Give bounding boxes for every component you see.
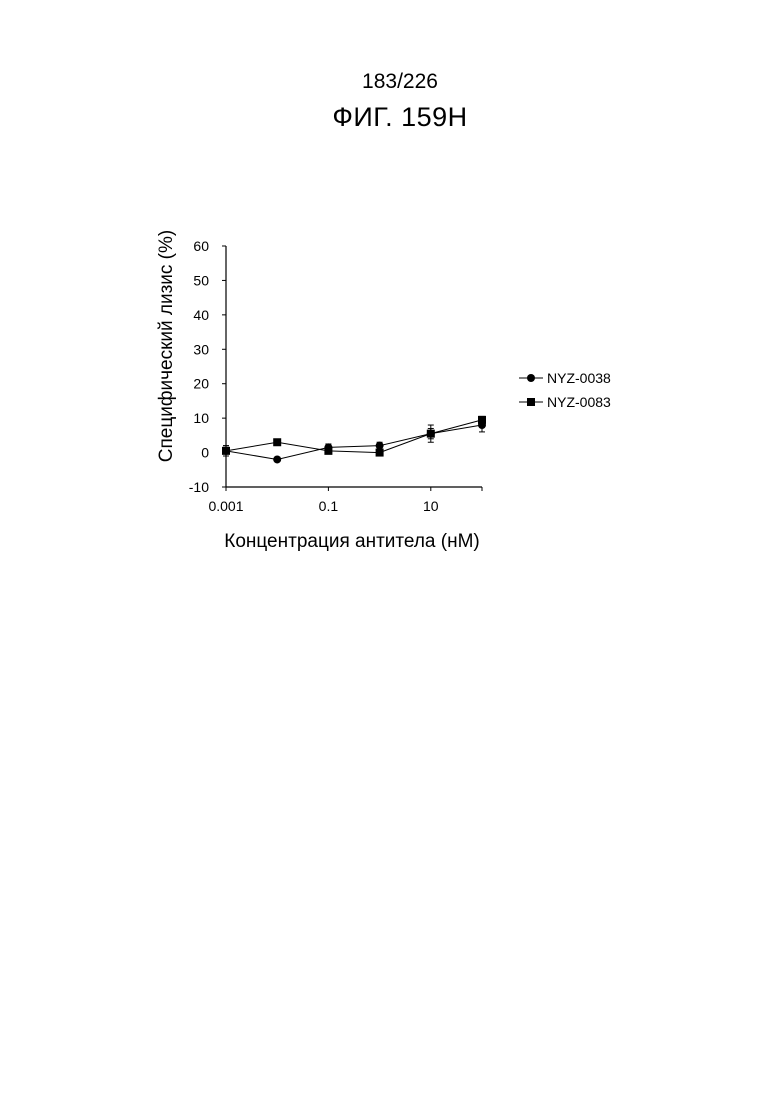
series-layer bbox=[222, 416, 486, 464]
legend-marker bbox=[527, 374, 535, 382]
legend-item: NYZ-0038 bbox=[519, 370, 611, 386]
y-tick-label: 40 bbox=[193, 307, 209, 323]
legend-marker bbox=[527, 398, 535, 406]
x-tick-label: 0.001 bbox=[208, 498, 243, 514]
legend-label: NYZ-0083 bbox=[547, 394, 611, 410]
series-nyz-0038 bbox=[222, 418, 486, 463]
y-tick-label: 10 bbox=[193, 410, 209, 426]
y-tick-label: 30 bbox=[193, 341, 209, 357]
y-tick-label: 50 bbox=[193, 272, 209, 288]
y-tick-label: 60 bbox=[193, 238, 209, 254]
y-tick-label: 20 bbox=[193, 376, 209, 392]
chart-axes bbox=[226, 246, 482, 487]
data-point bbox=[273, 455, 281, 463]
series-nyz-0083 bbox=[222, 416, 486, 457]
y-axis-ticks: -10 0 10 20 30 40 50 60 bbox=[189, 238, 226, 495]
x-axis-title: Концентрация антитела (нМ) bbox=[224, 531, 479, 552]
data-point bbox=[376, 442, 384, 450]
y-axis-title: Специфический лизис (%) bbox=[156, 230, 177, 462]
y-tick-label: -10 bbox=[189, 479, 209, 495]
legend-item: NYZ-0083 bbox=[519, 394, 611, 410]
data-point bbox=[222, 447, 230, 455]
x-tick-label: 10 bbox=[423, 498, 439, 514]
series-line bbox=[226, 420, 482, 453]
data-point bbox=[273, 438, 281, 446]
chart-legend: NYZ-0038 NYZ-0083 bbox=[519, 370, 611, 410]
data-point bbox=[376, 449, 384, 457]
legend-label: NYZ-0038 bbox=[547, 370, 611, 386]
x-axis-ticks: 0.001 0.1 10 bbox=[208, 487, 482, 514]
x-tick-label: 0.1 bbox=[319, 498, 339, 514]
data-point bbox=[324, 447, 332, 455]
data-point bbox=[478, 416, 486, 424]
y-tick-label: 0 bbox=[201, 445, 209, 461]
data-point bbox=[427, 430, 435, 438]
